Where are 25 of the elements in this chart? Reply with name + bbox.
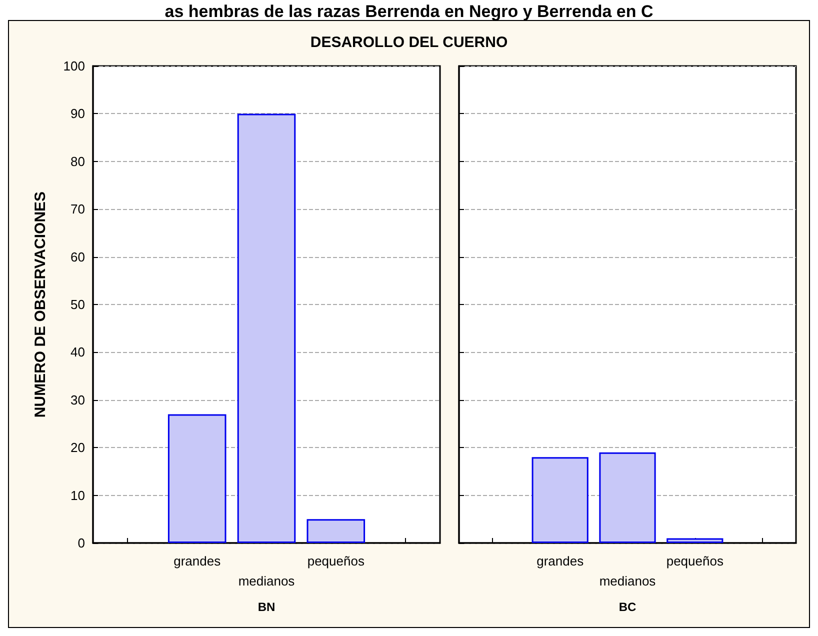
y-tick-label: 60	[70, 249, 85, 264]
y-tick-label: 100	[63, 58, 85, 74]
text: as hembras de las razas Berrenda en Negro y Berrenda en C	[164, 2, 654, 22]
x-axis-title: BC	[618, 600, 636, 614]
x-tick-label: pequeños	[666, 554, 724, 568]
y-tick-label: 90	[70, 106, 85, 122]
y-tick-label: 20	[70, 440, 85, 456]
y-tick-label: 70	[70, 202, 85, 217]
x-tick-label: grandes	[174, 554, 222, 568]
bar	[306, 519, 366, 543]
y-axis-title: NUMERO DE OBSERVACIONES	[32, 191, 49, 418]
y-tick-label: 40	[70, 344, 85, 360]
y-tick-label: 30	[70, 392, 85, 408]
x-tick-label: medianos	[238, 574, 296, 588]
y-tick-label: 0	[78, 536, 85, 550]
x-tick-label: grandes	[536, 554, 584, 568]
x-axis-title: BN	[258, 600, 276, 614]
x-tick-label: pequeños	[307, 554, 365, 568]
y-tick-label: 50	[70, 297, 85, 312]
y-tick-label: 80	[70, 154, 85, 169]
x-tick-label: medianos	[599, 574, 656, 588]
y-tick-label: 10	[70, 488, 85, 503]
bar	[168, 414, 226, 543]
chart-title: DESAROLLO DEL CUERNO	[309, 34, 509, 51]
bar	[237, 114, 296, 543]
